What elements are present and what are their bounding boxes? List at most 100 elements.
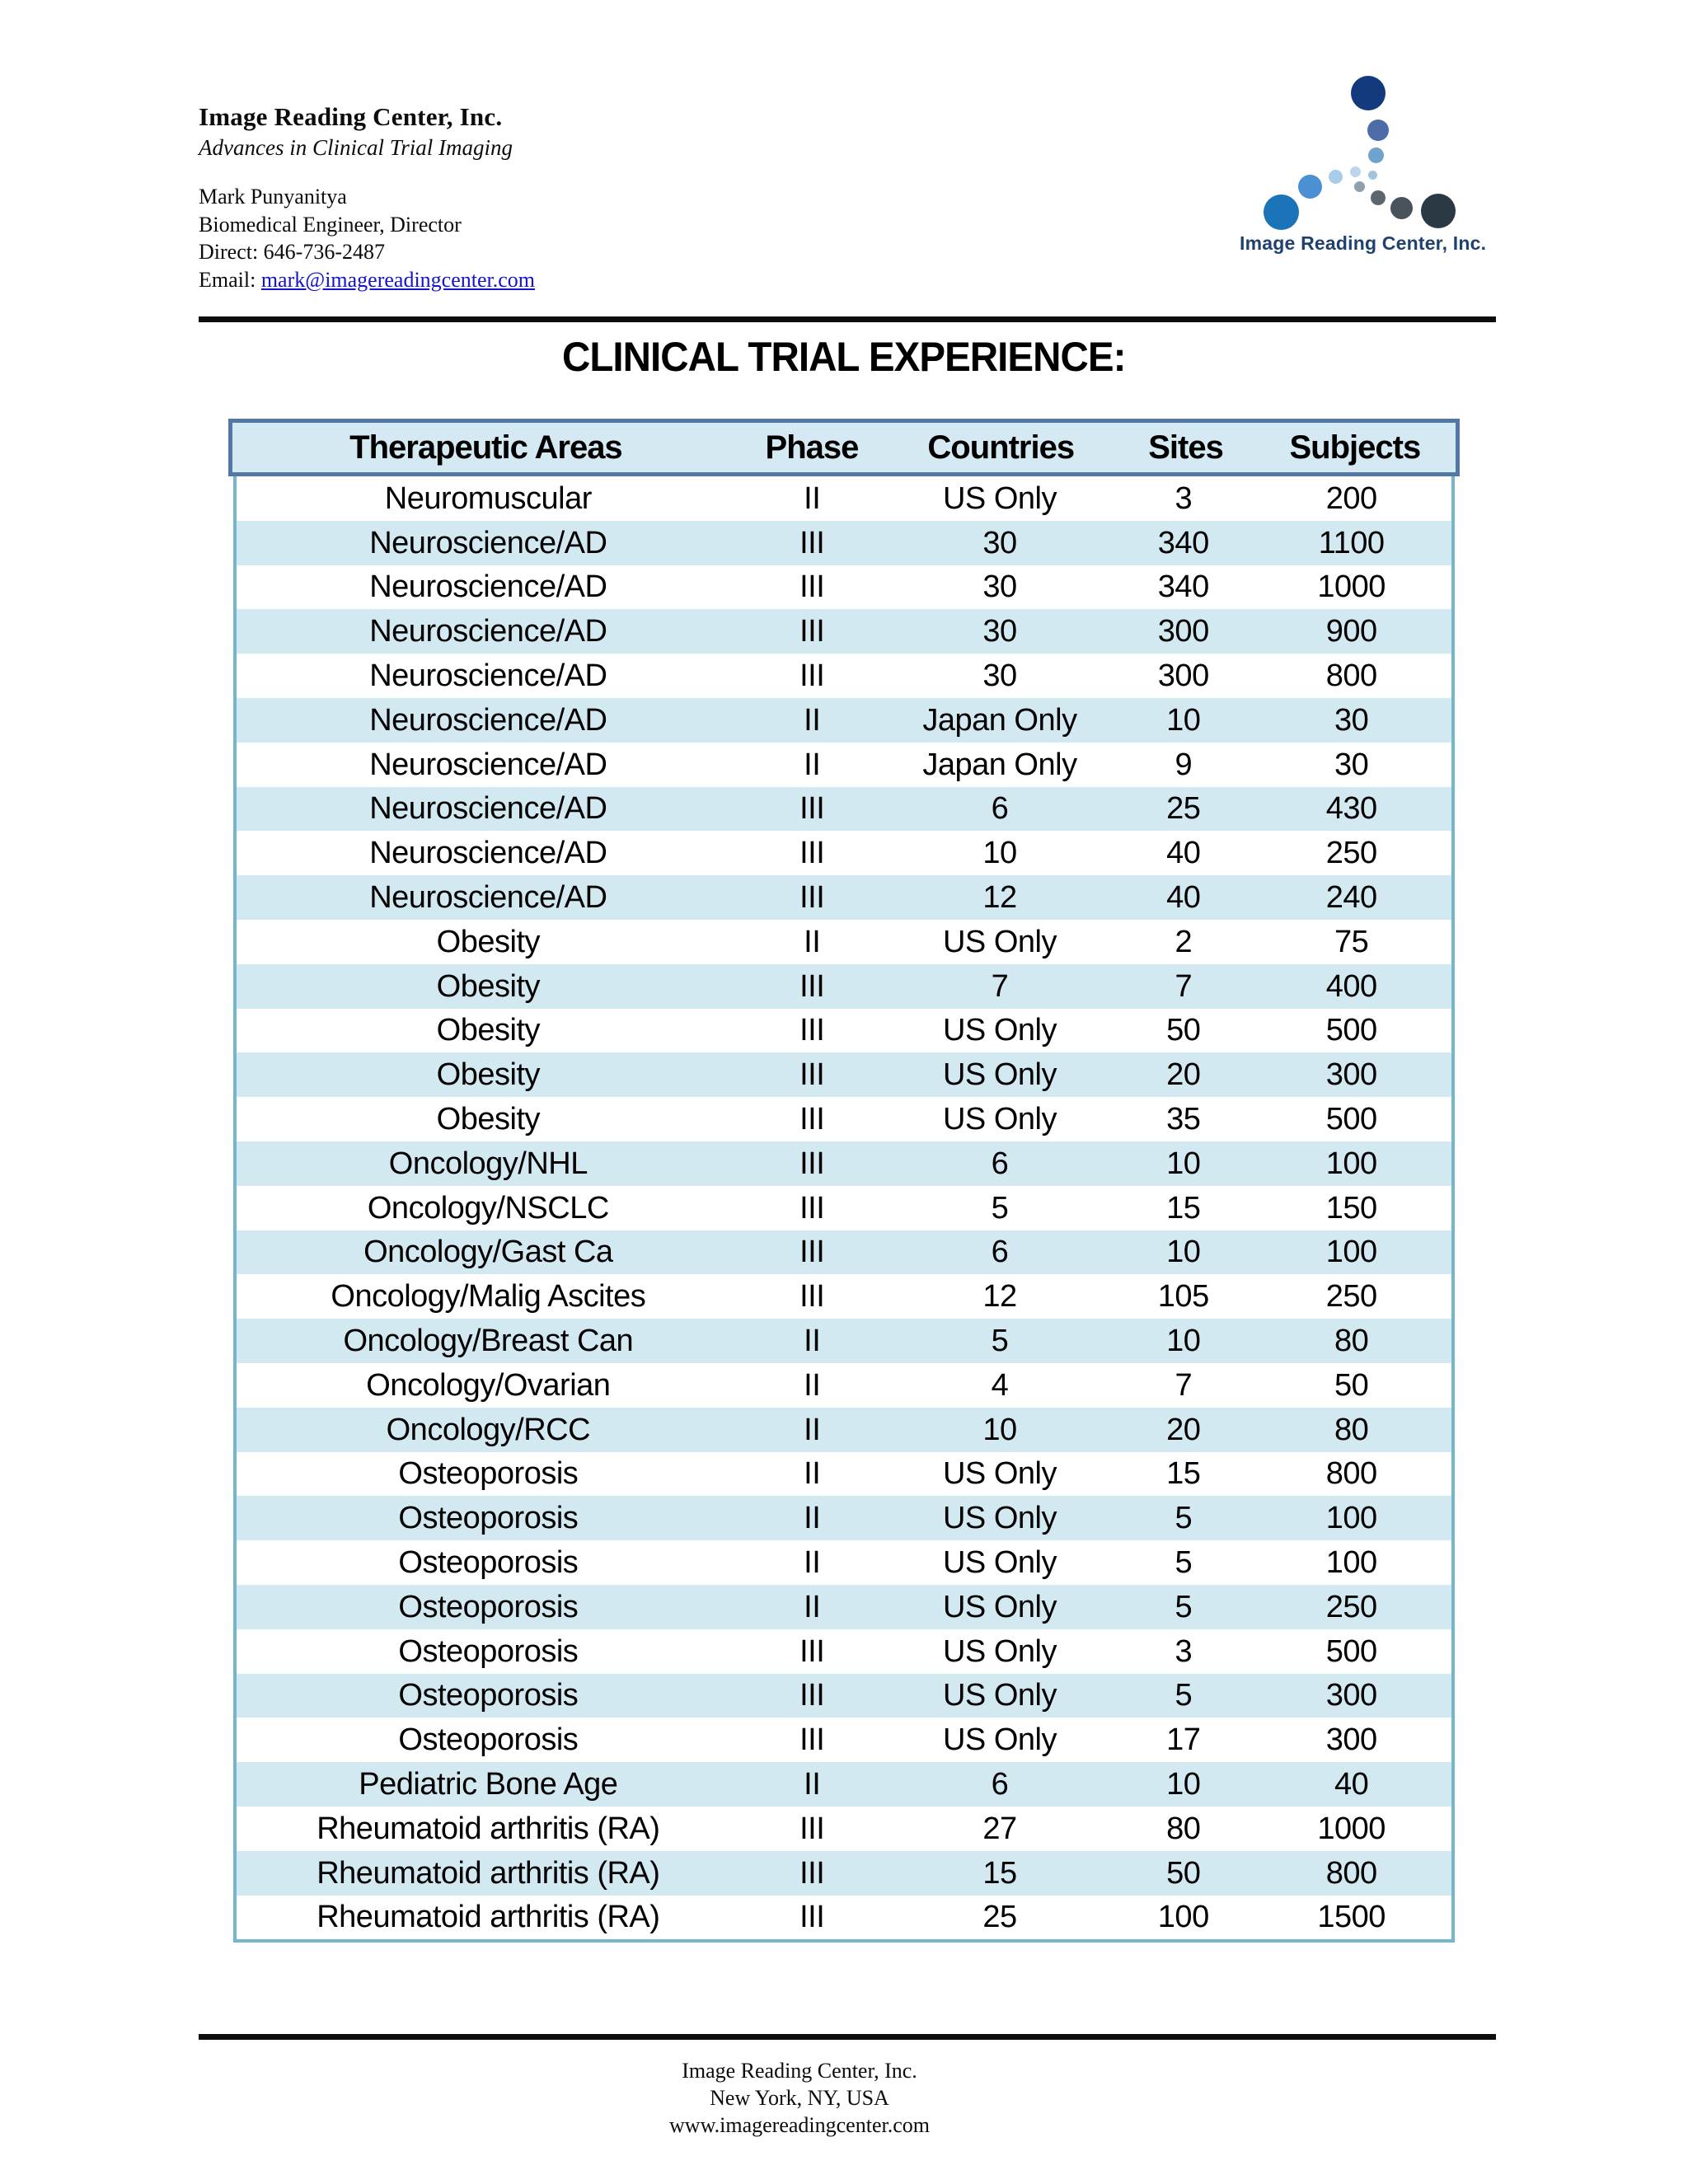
cell-countries: US Only [942,1589,1057,1624]
contact-email-row: Email: mark@imagereadingcenter.com [199,266,535,294]
cell-area: Osteoporosis [398,1456,579,1492]
cell-sites: 17 [1166,1722,1201,1758]
cell-phase: II [804,1367,821,1403]
cell-phase: II [804,1501,821,1536]
table-row: Neuroscience/AD III 10 40 250 [237,831,1451,875]
table-row: Pediatric Bone Age II 6 10 40 [237,1762,1451,1807]
cell-sites: 10 [1166,1767,1201,1802]
logo-caption: Image Reading Center, Inc. [1240,232,1487,254]
cell-phase: III [799,658,825,694]
cell-area: Obesity [436,968,541,1004]
cell-countries: 10 [982,1412,1017,1447]
company-name: Image Reading Center, Inc. [199,102,503,131]
table-row: Osteoporosis II US Only 5 100 [237,1540,1451,1585]
table-row: Oncology/RCC II 10 20 80 [237,1407,1451,1452]
cell-area: Neuroscience/AD [369,658,607,694]
cell-countries: 6 [991,1235,1009,1270]
cell-subjects: 250 [1325,1279,1377,1315]
cell-phase: III [799,569,825,605]
cell-phase: III [799,1678,825,1713]
cell-sites: 35 [1166,1102,1201,1137]
cell-subjects: 300 [1325,1722,1377,1758]
contact-block: Mark Punyanitya Biomedical Engineer, Dir… [199,183,535,293]
cell-area: Oncology/Ovarian [366,1367,611,1403]
logo-dot [1367,120,1389,141]
logo-dot [1329,170,1343,184]
header-divider [199,316,1496,322]
cell-subjects: 1500 [1317,1900,1386,1935]
letterhead: Image Reading Center, Inc. Advances in C… [199,102,535,293]
logo-dot [1351,76,1386,110]
cell-phase: III [799,791,825,827]
email-link[interactable]: mark@imagereadingcenter.com [260,267,536,292]
cell-phase: III [799,968,825,1004]
table-row: Neuroscience/AD II Japan Only 10 30 [237,697,1451,743]
cell-phase: III [799,1811,825,1846]
cell-area: Osteoporosis [398,1678,579,1713]
cell-area: Oncology/Gast Ca [363,1235,613,1270]
cell-subjects: 240 [1325,880,1377,916]
table-row: Oncology/Malig Ascites III 12 105 250 [237,1274,1451,1319]
cell-subjects: 150 [1325,1190,1377,1226]
cell-countries: 5 [991,1324,1009,1359]
cell-area: Neuroscience/AD [369,836,607,871]
cell-sites: 80 [1166,1811,1201,1846]
cell-sites: 50 [1166,1013,1201,1048]
cell-subjects: 500 [1325,1102,1377,1137]
cell-countries: US Only [942,1102,1057,1137]
table-row: Osteoporosis II US Only 5 250 [237,1584,1451,1629]
cell-phase: III [799,1190,825,1226]
column-header-subjects: Subjects [1289,429,1421,466]
cell-subjects: 80 [1334,1412,1369,1447]
cell-area: Neuroscience/AD [369,747,607,782]
cell-phase: II [804,702,821,738]
cell-subjects: 500 [1325,1013,1377,1048]
cell-countries: 7 [991,968,1009,1004]
contact-phone: Direct: 646-736-2487 [199,240,386,264]
contact-name: Mark Punyanitya [199,185,347,209]
cell-subjects: 800 [1325,658,1377,694]
cell-sites: 10 [1166,1235,1201,1270]
table-row: Rheumatoid arthritis (RA) III 27 80 1000 [237,1807,1451,1851]
cell-countries: US Only [942,1633,1057,1669]
cell-phase: II [804,747,821,782]
table-row: Oncology/Gast Ca III 6 10 100 [237,1230,1451,1275]
cell-subjects: 300 [1325,1057,1377,1093]
cell-countries: US Only [942,924,1057,959]
cell-subjects: 100 [1325,1146,1377,1181]
cell-sites: 10 [1166,1324,1201,1359]
cell-phase: II [804,1412,821,1447]
cell-countries: 6 [991,1767,1009,1802]
table-row: Oncology/NHL III 6 10 100 [237,1141,1451,1186]
cell-phase: II [804,1589,821,1624]
cell-sites: 100 [1157,1900,1209,1935]
cell-countries: Japan Only [922,747,1077,782]
cell-area: Obesity [436,1057,541,1093]
column-header-phase: Phase [765,429,860,466]
company-logo: Image Reading Center, Inc. [1236,59,1493,274]
cell-subjects: 100 [1325,1545,1377,1581]
cell-sites: 5 [1175,1501,1193,1536]
cell-sites: 20 [1166,1057,1201,1093]
cell-sites: 340 [1157,569,1209,605]
cell-area: Obesity [436,1013,541,1048]
table-row: Obesity II US Only 2 75 [237,920,1451,964]
cell-area: Oncology/Breast Can [343,1324,634,1359]
cell-countries: 12 [982,1279,1017,1315]
cell-phase: III [799,1633,825,1669]
cell-subjects: 1000 [1317,1811,1386,1846]
cell-area: Neuroscience/AD [369,525,607,560]
cell-area: Neuroscience/AD [369,614,607,649]
cell-phase: III [799,614,825,649]
logo-dot [1350,166,1361,177]
cell-subjects: 75 [1334,924,1369,959]
cell-countries: 30 [982,525,1017,560]
cell-area: Neuromuscular [384,480,593,516]
cell-sites: 15 [1166,1190,1201,1226]
table-row: Rheumatoid arthritis (RA) III 15 50 800 [237,1850,1451,1896]
cell-countries: 4 [991,1367,1009,1403]
cell-sites: 300 [1157,614,1209,649]
cell-phase: II [804,1767,821,1802]
footer-divider [199,2034,1496,2040]
